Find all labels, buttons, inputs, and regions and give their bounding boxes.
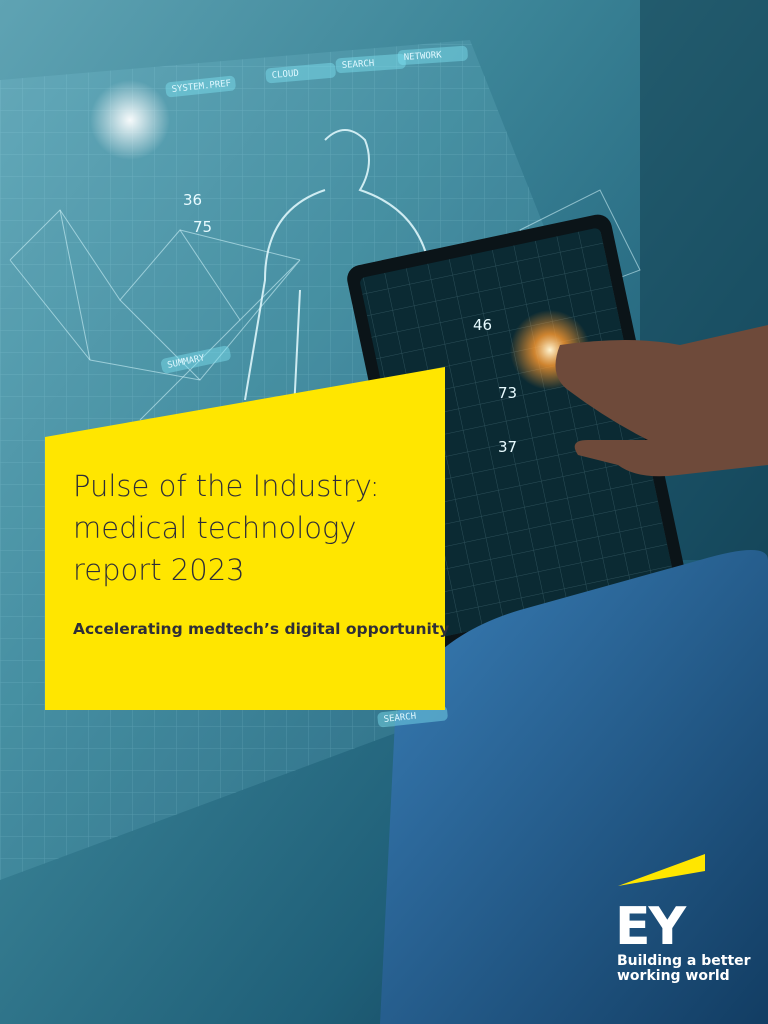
hud-chip: [165, 75, 236, 98]
hud-label: CLOUD: [271, 69, 299, 81]
light: [90, 80, 170, 160]
hud-chip: [397, 45, 468, 66]
title-line: report 2023: [73, 553, 245, 587]
hud-labels: SYSTEM.PREFCLOUDSEARCHNETWORKSUMMARYSEAR…: [160, 45, 517, 728]
hud-number: 36: [183, 191, 202, 209]
hud-number: 75: [193, 218, 212, 236]
body-outline: [244, 129, 491, 671]
title-panel: [45, 367, 445, 710]
sleeve: [380, 550, 768, 1024]
hud-label: NETWORK: [404, 50, 443, 63]
hud-number: 73: [498, 384, 517, 402]
hud-label: SEARCH: [383, 712, 416, 725]
logo-mark: EY: [615, 897, 688, 957]
title-line: Pulse of the Industry:: [73, 469, 380, 503]
hand: [555, 325, 768, 477]
hud-chip: [265, 62, 336, 84]
logo-tagline: Building a better: [617, 953, 751, 969]
hud-chip: [377, 705, 448, 728]
hud-chip: [160, 345, 231, 374]
hud-number: 46: [473, 316, 492, 334]
hud-label: SEARCH: [342, 59, 375, 71]
logo-tagline: working world: [617, 968, 730, 984]
title-line: medical technology: [73, 511, 357, 545]
subtitle: Accelerating medtech’s digital opportuni…: [73, 620, 449, 638]
hud-chip: [335, 53, 406, 74]
logo-beam: [618, 854, 705, 886]
hud-number: 37: [498, 438, 517, 456]
